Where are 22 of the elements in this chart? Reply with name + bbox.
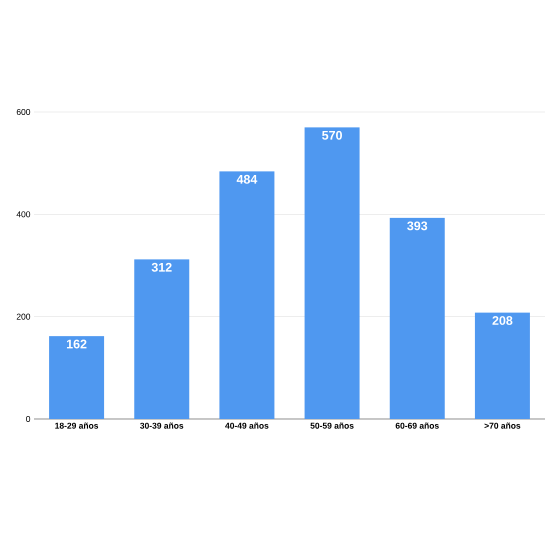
bar — [474, 312, 530, 419]
data-label: 162 — [66, 340, 86, 348]
bar — [49, 336, 104, 419]
data-label: 484 — [236, 174, 258, 184]
x-tick-label: 18-29 años — [55, 422, 98, 429]
x-tick-label: 60-69 años — [396, 422, 439, 429]
data-label: 393 — [407, 221, 428, 230]
x-tick-label: 30-39 años — [140, 422, 184, 429]
x-tick-label: >70 años — [484, 422, 520, 429]
y-tick-label: 400 — [16, 211, 30, 218]
y-tick-label: 0 — [26, 416, 30, 422]
data-label: 208 — [492, 316, 512, 325]
bar — [304, 127, 360, 419]
data-label: 570 — [322, 130, 342, 140]
bar — [219, 171, 274, 419]
x-tick-label: 50-59 años — [310, 422, 354, 429]
y-tick-label: 600 — [16, 109, 30, 115]
y-tick-label: 200 — [16, 314, 30, 320]
bar — [134, 259, 190, 419]
bar — [390, 218, 445, 419]
data-label: 312 — [152, 262, 172, 272]
x-tick-label: 40-49 años — [225, 422, 268, 429]
